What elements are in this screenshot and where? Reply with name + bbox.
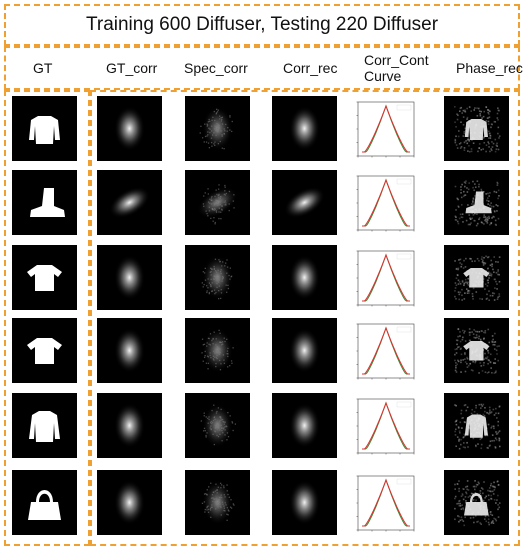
gt-column-frame [4, 90, 90, 546]
column-header-3: Corr_rec [283, 60, 337, 76]
phase-rec-image [444, 170, 509, 235]
gt-corr-image [97, 245, 162, 310]
column-header-line: GT_corr [106, 60, 158, 76]
spec-corr-image [185, 245, 250, 310]
gt-image [12, 96, 77, 161]
phase-rec-image [444, 470, 509, 535]
gt-image [12, 170, 77, 235]
spec-corr-image [185, 393, 250, 458]
column-header-0: GT [33, 60, 52, 76]
figure-title: Training 600 Diffuser, Testing 220 Diffu… [85, 14, 439, 35]
gt-corr-image [97, 470, 162, 535]
header-frame [4, 46, 520, 90]
phase-rec-image [444, 96, 509, 161]
gt-image [12, 318, 77, 383]
gt-object [27, 265, 62, 291]
phase-rec-image [444, 318, 509, 383]
corr-cont-curve-plot [350, 96, 418, 164]
phase-rec-image [444, 393, 509, 458]
gt-object [27, 338, 62, 364]
corr-cont-curve-plot [350, 318, 418, 386]
gt-object [29, 116, 60, 144]
corr-cont-curve-plot [350, 170, 418, 238]
corr-rec-image [272, 318, 337, 383]
gt-corr-image [97, 170, 162, 235]
column-header-5: Phase_rec [456, 60, 523, 76]
corr-cont-curve-plot [350, 245, 418, 313]
column-header-1: GT_corr [106, 60, 157, 76]
column-header-line: Corr_Cont [364, 52, 429, 68]
corr-rec-image [272, 96, 337, 161]
phase-rec-image [444, 245, 509, 310]
corr-rec-image [272, 393, 337, 458]
column-header-line: Curve [364, 68, 402, 84]
gt-object [29, 411, 60, 442]
spec-corr-image [185, 96, 250, 161]
corr-rec-image [272, 170, 337, 235]
column-header-line: Spec_corr [184, 60, 248, 76]
gt-object [30, 188, 65, 217]
corr-cont-curve-plot [350, 393, 418, 461]
column-header-line: Corr_rec [283, 60, 338, 76]
gt-image [12, 470, 77, 535]
gt-image [12, 245, 77, 310]
column-header-line: Phase_rec [456, 60, 523, 76]
corr-rec-image [272, 470, 337, 535]
gt-corr-image [97, 393, 162, 458]
results-frame [90, 90, 520, 546]
title-frame [4, 4, 520, 46]
gt-corr-image [97, 318, 162, 383]
spec-corr-image [185, 170, 250, 235]
column-header-4: Corr_Cont Curve [364, 52, 429, 84]
corr-rec-image [272, 245, 337, 310]
corr-cont-curve-plot [350, 470, 418, 538]
gt-image [12, 393, 77, 458]
column-header-2: Spec_corr [184, 60, 248, 76]
spec-corr-image [185, 470, 250, 535]
spec-corr-image [185, 318, 250, 383]
gt-corr-image [97, 96, 162, 161]
column-header-line: GT [33, 60, 53, 76]
gt-object [28, 490, 61, 520]
